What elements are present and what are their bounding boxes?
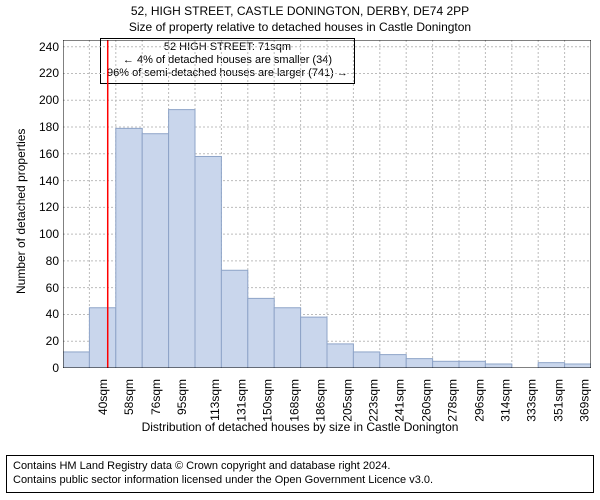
y-tick-label: 100 (29, 227, 59, 241)
x-tick-label: 314sqm (499, 379, 513, 422)
x-tick-label: 186sqm (314, 379, 328, 422)
page-title: 52, HIGH STREET, CASTLE DONINGTON, DERBY… (0, 4, 600, 18)
y-tick-label: 60 (29, 281, 59, 295)
x-tick-label: 333sqm (525, 379, 539, 422)
y-tick-label: 40 (29, 307, 59, 321)
page: 52, HIGH STREET, CASTLE DONINGTON, DERBY… (0, 0, 600, 500)
x-tick-label: 95sqm (175, 379, 189, 415)
footer-line-1: Contains HM Land Registry data © Crown c… (13, 460, 587, 474)
x-tick-label: 241sqm (393, 379, 407, 422)
x-axis-title: Distribution of detached houses by size … (0, 420, 600, 434)
x-tick-label: 205sqm (340, 379, 354, 422)
x-tick-label: 131sqm (235, 379, 249, 422)
x-tick-label: 369sqm (578, 379, 592, 422)
x-tick-label: 113sqm (207, 379, 221, 421)
y-tick-label: 0 (29, 361, 59, 375)
license-footer: Contains HM Land Registry data © Crown c… (6, 455, 594, 493)
y-axis-label: Number of detached properties (14, 129, 28, 294)
y-tick-label: 80 (29, 254, 59, 268)
y-tick-label: 220 (29, 66, 59, 80)
y-tick-label: 140 (29, 174, 59, 188)
page-subtitle: Size of property relative to detached ho… (0, 20, 600, 34)
y-tick-label: 180 (29, 120, 59, 134)
y-tick-label: 200 (29, 93, 59, 107)
footer-line-2: Contains public sector information licen… (13, 474, 587, 488)
y-tick-label: 120 (29, 200, 59, 214)
x-tick-label: 296sqm (472, 379, 486, 422)
x-tick-label: 223sqm (367, 379, 381, 422)
x-tick-label: 278sqm (446, 379, 460, 422)
x-tick-label: 76sqm (149, 379, 163, 415)
x-tick-label: 168sqm (288, 379, 302, 422)
y-tick-label: 20 (29, 334, 59, 348)
x-tick-label: 58sqm (122, 379, 136, 415)
x-tick-label: 351sqm (552, 379, 566, 422)
x-tick-label: 260sqm (420, 379, 434, 422)
y-tick-label: 160 (29, 147, 59, 161)
y-tick-label: 240 (29, 40, 59, 54)
x-tick-label: 40sqm (96, 379, 110, 415)
chart (63, 40, 591, 368)
x-tick-label: 150sqm (261, 379, 275, 422)
